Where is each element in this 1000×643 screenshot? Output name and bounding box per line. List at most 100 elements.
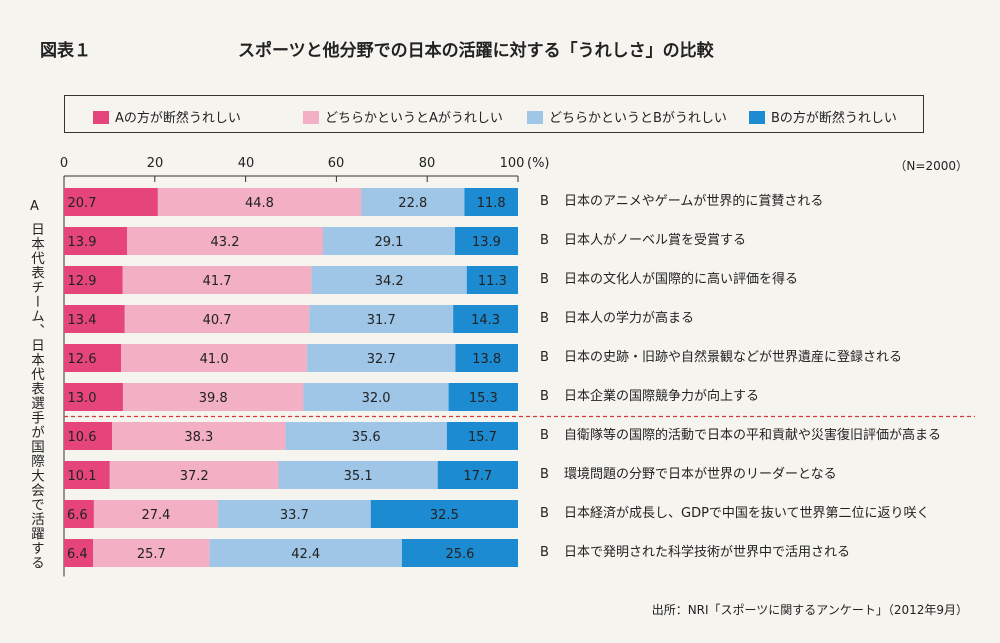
row-b-letter: B xyxy=(540,389,549,404)
row-label: B 環境問題の分野で日本が世界のリーダーとなる xyxy=(540,467,837,483)
axis-tick-20: 20 xyxy=(146,156,164,171)
bar-value-label: 35.6 xyxy=(352,430,381,445)
axis-tick-100: 100 xyxy=(499,156,525,171)
bar-value-label: 22.8 xyxy=(398,196,427,211)
bar-segment-b-mild xyxy=(278,461,438,489)
legend-item-a-strong: Aの方が断然うれしい xyxy=(93,107,241,126)
bar-segment-a-strong xyxy=(64,500,94,528)
row-b-letter: B xyxy=(540,428,549,443)
bar-segment-b-mild xyxy=(209,539,402,567)
bar-value-label: 15.3 xyxy=(469,391,498,406)
bar-value-label: 37.2 xyxy=(180,469,209,484)
bar-segment-a-strong xyxy=(64,461,110,489)
row-b-letter: B xyxy=(540,194,549,209)
bar-value-label: 17.7 xyxy=(463,469,492,484)
bar-value-label: 13.8 xyxy=(472,352,501,367)
bar-value-label: 13.9 xyxy=(68,235,97,250)
bar-value-label: 32.5 xyxy=(430,508,459,523)
row-label: B 日本のアニメやゲームが世界的に賞賛される xyxy=(540,194,823,210)
row-label: B 日本人がノーベル賞を受賞する xyxy=(540,233,746,249)
bar-segment-a-mild xyxy=(157,188,362,216)
bar-segment-b-mild xyxy=(285,422,447,450)
bar-segment-a-strong xyxy=(64,344,122,372)
bar-value-label: 44.8 xyxy=(245,196,274,211)
row-label: B 日本企業の国際競争力が向上する xyxy=(540,389,759,405)
row-b-text: 日本経済が成長し、GDPで中国を抜いて世界第二位に返り咲く xyxy=(564,506,930,521)
legend-swatch-b-strong xyxy=(749,111,765,124)
bar-segment-a-mild xyxy=(93,539,210,567)
bar-value-label: 11.8 xyxy=(477,196,506,211)
bar-value-label: 6.4 xyxy=(67,547,88,562)
bar-value-label: 29.1 xyxy=(374,235,403,250)
bar-segment-a-strong xyxy=(64,266,123,294)
bar-value-label: 27.4 xyxy=(142,508,171,523)
bar-value-label: 10.1 xyxy=(68,469,97,484)
a-letter: A xyxy=(30,199,39,214)
bar-value-label: 14.3 xyxy=(471,313,500,328)
legend: Aの方が断然うれしい どちらかというとAがうれしい どちらかというとBがうれしい… xyxy=(64,95,924,133)
legend-label-a-mild: どちらかというとAがうれしい xyxy=(325,111,503,126)
bar-value-label: 34.2 xyxy=(375,274,404,289)
figure-label: 図表１ xyxy=(40,41,91,61)
bar-value-label: 33.7 xyxy=(280,508,309,523)
axis-tick-0: 0 xyxy=(59,156,69,171)
bar-segment-a-strong xyxy=(64,539,94,567)
bar-value-label: 35.1 xyxy=(344,469,373,484)
bar-value-label: 41.7 xyxy=(203,274,232,289)
legend-item-b-strong: Bの方が断然うれしい xyxy=(749,107,897,126)
bar-value-label: 38.3 xyxy=(184,430,213,445)
row-b-letter: B xyxy=(540,311,549,326)
row-b-text: 日本で発明された科学技術が世界中で活用される xyxy=(564,545,851,560)
legend-swatch-b-mild xyxy=(527,111,543,124)
bar-value-label: 32.0 xyxy=(362,391,391,406)
bar-segment-a-strong xyxy=(64,422,113,450)
row-b-text: 日本企業の国際競争力が向上する xyxy=(564,389,760,404)
bar-segment-b-mild xyxy=(322,227,455,255)
sample-size-label: （N=2000） xyxy=(894,159,968,173)
legend-item-b-mild: どちらかというとBがうれしい xyxy=(527,107,727,126)
bar-segment-b-mild xyxy=(309,305,454,333)
row-label: B 日本の文化人が国際的に高い評価を得る xyxy=(540,272,798,288)
row-b-text: 自衛隊等の国際的活動で日本の平和貢献や災害復旧評価が高まる xyxy=(564,428,942,443)
bar-value-label: 40.7 xyxy=(203,313,232,328)
row-label: B 自衛隊等の国際的活動で日本の平和貢献や災害復旧評価が高まる xyxy=(540,428,941,444)
bar-segment-b-mild xyxy=(218,500,371,528)
row-b-text: 日本のアニメやゲームが世界的に賞賛される xyxy=(564,194,824,209)
bar-segment-a-strong xyxy=(64,188,158,216)
bar-value-label: 25.6 xyxy=(445,547,474,562)
bar-value-label: 12.6 xyxy=(68,352,97,367)
legend-label-b-mild: どちらかというとBがうれしい xyxy=(549,111,727,126)
bar-value-label: 13.4 xyxy=(68,313,97,328)
bar-value-label: 32.7 xyxy=(367,352,396,367)
bar-segment-a-strong xyxy=(64,227,128,255)
bar-value-label: 43.2 xyxy=(211,235,240,250)
bar-value-label: 13.0 xyxy=(68,391,97,406)
bar-segment-b-mild xyxy=(303,383,449,411)
bar-value-label: 31.7 xyxy=(367,313,396,328)
axis-tick-80: 80 xyxy=(418,156,436,171)
bar-segment-a-strong xyxy=(64,383,123,411)
row-b-letter: B xyxy=(540,233,549,248)
row-b-text: 日本の史跡・旧跡や自然景観などが世界遺産に登録される xyxy=(564,350,903,365)
legend-swatch-a-mild xyxy=(303,111,319,124)
bar-segment-a-mild xyxy=(112,422,286,450)
bar-segment-b-mild xyxy=(307,344,456,372)
row-b-text: 日本人がノーベル賞を受賞する xyxy=(564,233,747,248)
bar-value-label: 12.9 xyxy=(68,274,97,289)
bar-segment-a-mild xyxy=(109,461,279,489)
row-b-text: 日本人の学力が高まる xyxy=(564,311,695,326)
axis-unit-label: (%) xyxy=(527,156,550,171)
row-b-text: 環境問題の分野で日本が世界のリーダーとなる xyxy=(564,467,837,482)
axis-tick-60: 60 xyxy=(327,156,345,171)
bar-value-label: 11.3 xyxy=(478,274,507,289)
bar-segment-b-strong xyxy=(437,461,518,489)
bar-segment-b-mild xyxy=(311,266,467,294)
bar-segment-b-strong xyxy=(454,227,518,255)
bar-segment-b-strong xyxy=(370,500,518,528)
bar-value-label: 25.7 xyxy=(137,547,166,562)
bar-segment-b-mild xyxy=(361,188,465,216)
bar-segment-b-strong xyxy=(401,539,518,567)
row-label: B 日本人の学力が高まる xyxy=(540,311,694,327)
row-b-letter: B xyxy=(540,272,549,287)
bar-segment-a-mild xyxy=(127,227,323,255)
